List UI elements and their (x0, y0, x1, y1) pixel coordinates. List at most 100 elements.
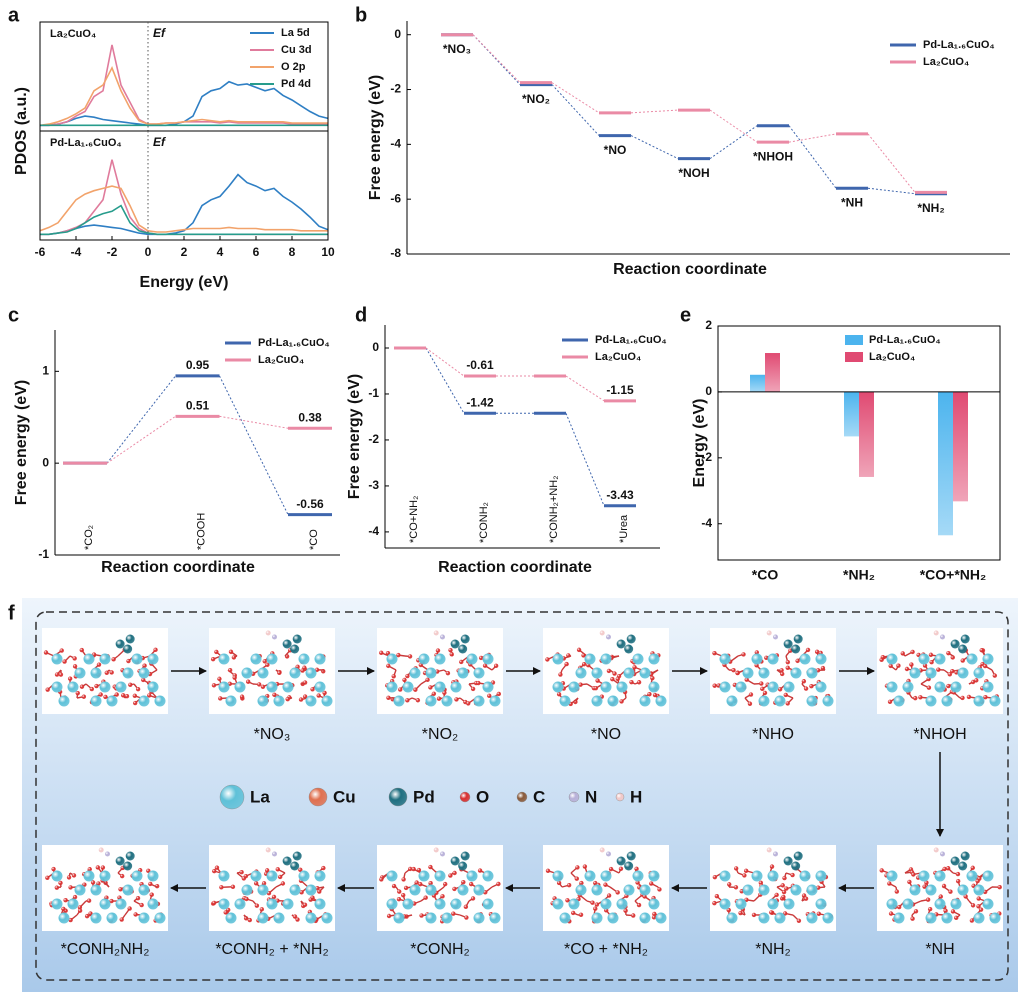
atom-o (61, 906, 66, 912)
atom-la (409, 667, 421, 679)
atom-la (982, 898, 994, 910)
atom-la (726, 695, 738, 707)
atom-o (887, 699, 893, 704)
atom-la (450, 898, 462, 910)
structure (377, 628, 503, 714)
atom-pd (783, 856, 793, 866)
atom-la (934, 681, 946, 693)
legend-label: Pd-La₁.₆CuO₄ (923, 39, 995, 51)
atom-la (591, 884, 603, 896)
atom-la (67, 898, 79, 910)
atom-la (99, 898, 111, 910)
atom-o (231, 655, 237, 660)
legend-label: Pd-La₁.₆CuO₄ (258, 337, 330, 349)
atom-la (218, 681, 230, 693)
atom-la (815, 898, 827, 910)
atom-o (744, 677, 749, 682)
atom-o (493, 663, 499, 669)
atom-o (976, 896, 981, 901)
atom-la (425, 667, 437, 679)
y-tick-label: -1 (38, 547, 49, 561)
x-category-label: *CO₂ (83, 525, 95, 550)
y-axis-label: Energy (eV) (691, 399, 708, 488)
atom-o (608, 866, 614, 872)
atom-la (982, 681, 994, 693)
value-label: -1.42 (466, 395, 494, 409)
x-tick-label: *CO+*NH₂ (920, 567, 987, 583)
element-label: C (533, 787, 545, 806)
atom-la (147, 870, 159, 882)
atom-o (966, 694, 972, 700)
y-tick-label: -4 (701, 516, 712, 530)
atom-o (805, 647, 811, 653)
pdos-curve (39, 185, 328, 233)
atom-o (466, 701, 471, 706)
atom-la (719, 681, 731, 693)
atom-o (741, 652, 746, 657)
atom-la (273, 695, 285, 707)
connector (472, 34, 521, 85)
atom-la (957, 667, 969, 679)
structure (209, 845, 335, 931)
structure (543, 845, 669, 931)
atom-o (436, 696, 442, 701)
connector (219, 375, 289, 515)
panel-title: La₂CuO₄ (50, 28, 96, 40)
atom-o (747, 701, 753, 706)
atom-la (289, 667, 301, 679)
y-axis-label: Free energy (eV) (367, 75, 384, 200)
atom-la (973, 667, 985, 679)
atom-la (434, 653, 446, 665)
atom-o (487, 693, 492, 699)
panel-label: e (680, 304, 691, 326)
atom-o (727, 882, 732, 887)
legend-label: La₂CuO₄ (258, 354, 304, 366)
connector (551, 82, 600, 114)
legend-label: La₂CuO₄ (595, 351, 641, 363)
atom-o (408, 866, 413, 872)
atom-o (77, 908, 83, 913)
atom-la (957, 884, 969, 896)
atom-la (886, 898, 898, 910)
atom-o (578, 912, 584, 917)
atom-o (133, 912, 138, 917)
value-label: 0.51 (186, 398, 210, 412)
y-tick-label: 0 (372, 340, 379, 354)
atom-o (925, 897, 931, 902)
panel-label: f (8, 602, 15, 624)
atom-o (405, 673, 410, 679)
atom-o (239, 870, 244, 875)
atom-o (963, 894, 968, 899)
atom-o (615, 676, 620, 682)
atom-la (266, 681, 278, 693)
atom-o (68, 917, 73, 923)
y-tick-label: 0 (42, 455, 49, 469)
atom-o (618, 866, 624, 872)
atom-la (154, 912, 166, 924)
atom-o (253, 881, 259, 886)
atom-la (591, 695, 603, 707)
atom-o (785, 665, 790, 671)
pdos-curve (40, 173, 329, 236)
atom-o (58, 672, 64, 677)
atom-o (416, 867, 422, 873)
atom-la (822, 912, 834, 924)
atom-o (71, 873, 77, 878)
atom-la (655, 695, 667, 707)
atom-pd (115, 856, 125, 866)
x-category-label: *CONH₂ (478, 502, 490, 543)
atom-pd (282, 856, 292, 866)
element-swatch (516, 791, 528, 803)
atom-la (266, 653, 278, 665)
atom-o (796, 918, 802, 923)
atom-la (282, 681, 294, 693)
state-label: *NO₂ (422, 726, 458, 743)
x-category-label: *NH (841, 195, 863, 209)
atom-o (257, 682, 262, 687)
atom-la (584, 653, 596, 665)
atom-o (910, 649, 915, 655)
structure (42, 845, 168, 931)
y-tick-label: -2 (390, 82, 401, 96)
atom-o (464, 915, 469, 920)
